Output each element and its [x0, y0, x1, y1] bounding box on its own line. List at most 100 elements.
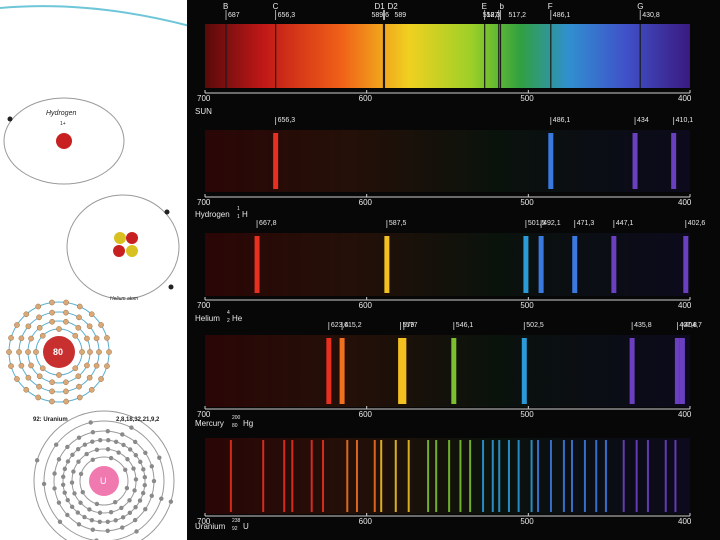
- uranium-electron: [98, 437, 103, 443]
- uranium-electron: [71, 469, 76, 474]
- helium-orbit: [66, 194, 180, 300]
- line-wavelength-label: 402,6: [687, 220, 706, 227]
- uranium-electrons: [34, 420, 174, 540]
- mercury-electron: [49, 318, 55, 325]
- emission-line: [326, 338, 332, 404]
- uranium-nucleus-label: U: [100, 476, 107, 486]
- emission-line: [549, 440, 552, 512]
- uranium-electron: [65, 444, 70, 450]
- axis-tick-label: 400: [678, 410, 692, 419]
- emission-line: [507, 440, 510, 512]
- emission-line: [537, 440, 540, 512]
- uranium-electron: [141, 467, 146, 472]
- helium-neutron: [126, 232, 138, 244]
- emission-line: [671, 133, 677, 189]
- emission-line: [498, 440, 501, 512]
- uranium-electron: [94, 447, 100, 452]
- uranium-electron: [76, 522, 82, 527]
- spectra-panel: 700 600 500 400 SUN B 687 C 656,3 D1 589,6 D2 589 E 52…: [187, 0, 720, 540]
- uranium-electron: [131, 466, 136, 471]
- mercury-electron: [76, 314, 82, 321]
- mercury-electron: [23, 311, 30, 318]
- uranium-electron: [90, 527, 96, 532]
- line-wavelength-label: 623,4: [330, 322, 349, 329]
- axis-tick-label: 600: [358, 198, 373, 207]
- uranium-electron: [69, 504, 75, 510]
- uranium-electron: [159, 496, 164, 501]
- uranium-shell: [43, 420, 165, 540]
- mercury-mass-number: 200: [232, 415, 241, 421]
- hydrogen-atom-diagram: [3, 97, 125, 185]
- decorative-arc: [0, 5, 190, 27]
- emission-line: [562, 440, 565, 512]
- mercury-electron: [39, 332, 46, 339]
- helium-symbol: He: [232, 314, 243, 323]
- hydrogen-symbol: H: [242, 210, 248, 219]
- line-wavelength-label: 501,5: [527, 220, 546, 227]
- mercury-electron: [63, 398, 69, 405]
- uranium-electron: [80, 489, 85, 495]
- mercury-electron: [72, 332, 79, 339]
- emission-line: [491, 440, 494, 512]
- emission-line: [570, 440, 573, 512]
- emission-line: [254, 236, 260, 293]
- mercury-electron: [84, 335, 90, 342]
- line-wavelength-label: 435,8: [634, 322, 652, 329]
- emission-line: [459, 440, 462, 512]
- uranium-electron: [149, 464, 154, 469]
- uranium-electron: [123, 467, 128, 473]
- axis-tick-label: 400: [678, 301, 692, 310]
- uranium-title: 92: Uranium: [33, 417, 68, 423]
- mercury-electron: [8, 335, 14, 341]
- line-wavelength-label: 517,2: [508, 12, 527, 19]
- mercury-electron: [98, 322, 104, 328]
- line-wavelength-label: 486,1: [552, 12, 571, 19]
- uranium-electron: [127, 510, 133, 516]
- uranium-electron: [120, 515, 126, 520]
- mercury-spectrum-band: [205, 335, 690, 407]
- emission-line: [346, 440, 349, 512]
- emission-line: [427, 440, 430, 512]
- hydrogen-spectrum-band: [205, 130, 690, 192]
- mercury-electron: [104, 363, 110, 369]
- uranium-atom-diagram: [33, 410, 175, 540]
- uranium-electron: [120, 525, 125, 530]
- uranium-electron: [137, 498, 143, 503]
- line-wavelength-label: 589: [394, 12, 407, 19]
- emission-line: [646, 440, 649, 512]
- uranium-electron: [133, 477, 139, 482]
- uranium-electron: [143, 506, 148, 512]
- mercury-electron: [36, 324, 43, 331]
- atom-diagrams: [0, 5, 190, 540]
- mercury-electron: [88, 311, 95, 318]
- uranium-electron: [69, 480, 75, 485]
- mercury-electron: [16, 349, 22, 355]
- uranium-electron: [90, 430, 96, 435]
- line-wavelength-label: 407,8: [679, 322, 697, 329]
- line-wavelength-label: 492,1: [543, 220, 561, 227]
- mercury-electron: [25, 349, 31, 355]
- fraunhofer-key: B: [223, 2, 229, 11]
- emission-line: [310, 440, 313, 512]
- uranium-nucleus: [89, 466, 119, 496]
- uranium-electron: [112, 500, 118, 505]
- uranium-electron: [108, 510, 114, 515]
- emission-line: [530, 440, 533, 512]
- mercury-electron: [49, 299, 55, 306]
- helium-neutron: [113, 245, 125, 257]
- line-wavelength-label: 667,8: [259, 220, 277, 227]
- emission-line: [394, 440, 397, 512]
- uranium-electron: [75, 510, 81, 515]
- uranium-shell: [62, 439, 146, 523]
- emission-line: [273, 133, 279, 189]
- hydrogen-electron: [7, 116, 13, 122]
- emission-line: [435, 440, 438, 512]
- uranium-electron: [62, 466, 68, 472]
- mercury-electron: [63, 388, 69, 395]
- emission-line: [283, 440, 286, 512]
- uranium-electron: [134, 529, 139, 534]
- axis-tick-label: 500: [520, 301, 534, 310]
- emission-line: [622, 440, 625, 512]
- emission-line: [291, 440, 294, 512]
- uranium-electron: [70, 452, 75, 458]
